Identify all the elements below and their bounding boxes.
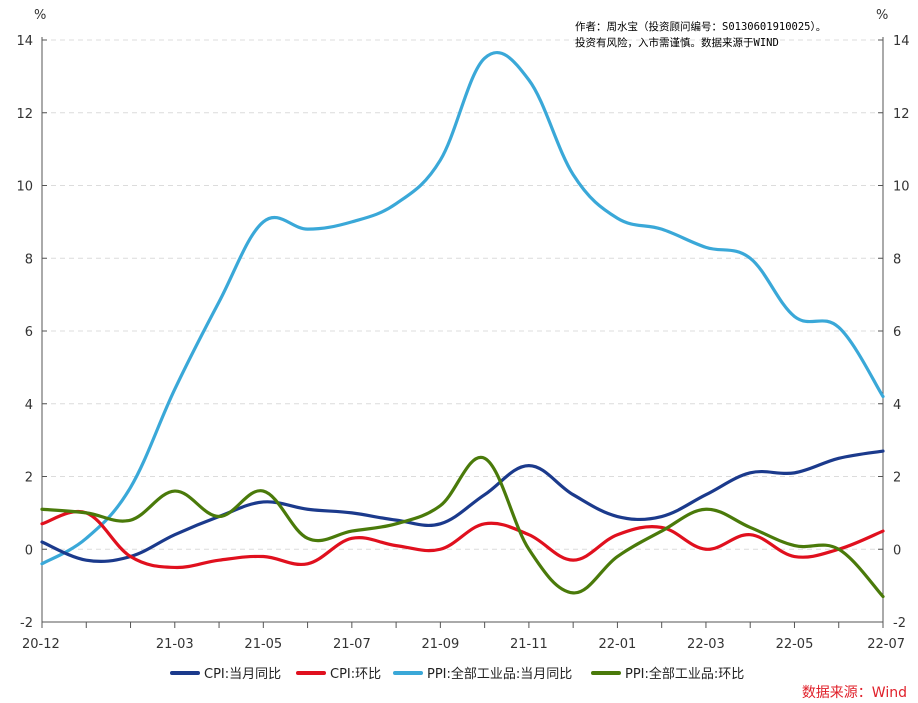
y-tick-label-right: 6 [893,325,901,340]
author-note-line1: 作者：周水宝（投资顾问编号：S0130601910025）。 [575,20,826,33]
y-tick-label-right: 12 [893,107,910,122]
x-tick-label: 21-05 [244,637,282,652]
y-tick-label-right: -2 [893,616,906,631]
x-tick-label: 21-07 [333,637,371,652]
series-lines [40,51,885,599]
y-tick-label-left: -2 [20,616,33,631]
x-tick-label: 21-11 [510,637,548,652]
legend-label: CPI:当月同比 [204,667,281,682]
data-source-label: 数据来源：Wind [802,685,907,701]
left-y-unit: % [34,8,46,23]
y-tick-label-left: 14 [16,34,33,49]
y-tick-label-left: 12 [16,107,33,122]
author-note-line2: 投资有风险，入市需谨慎。数据来源于WIND [575,36,779,49]
legend-label: PPI:全部工业品:环比 [625,666,744,682]
y-tick-label-left: 8 [25,252,33,267]
legend-label: CPI:环比 [330,667,381,682]
y-tick-label-right: 10 [893,180,910,195]
y-tick-label-left: 10 [16,180,33,195]
y-tick-label-left: 4 [25,398,33,413]
x-tick-label: 21-03 [156,637,194,652]
x-tick-label: 22-01 [599,637,637,652]
y-tick-label-left: 6 [25,325,33,340]
series-line-0 [40,449,885,563]
y-axis-ticks: -2 -2 0 0 2 2 4 4 6 6 8 8 10 10 12 12 14 14 [16,34,909,631]
x-tick-label: 22-07 [867,637,905,652]
series-line-1 [40,509,885,570]
series-line-3 [40,455,885,599]
y-tick-label-right: 14 [893,34,910,49]
right-y-unit: % [876,8,888,23]
x-tick-label: 22-05 [776,637,814,652]
x-tick-label: 22-03 [687,637,725,652]
y-tick-label-left: 0 [25,543,33,558]
y-tick-label-right: 4 [893,398,901,413]
legend-label: PPI:全部工业品:当月同比 [427,666,572,682]
series-line-2 [40,51,885,566]
x-tick-label: 20-12 [22,637,60,652]
y-tick-label-right: 0 [893,543,901,558]
x-axis-ticks: 20-12 21-03 21-05 21-07 21-09 21-11 22-01 22-03… [22,622,905,652]
y-tick-label-right: 8 [893,252,901,267]
legend: CPI:当月同比 CPI:环比 PPI:全部工业品:当月同比 PPI:全部工业品:环比 [170,666,744,682]
y-tick-label-left: 2 [25,471,33,486]
x-tick-label: 21-09 [421,637,459,652]
y-tick-label-right: 2 [893,471,901,486]
